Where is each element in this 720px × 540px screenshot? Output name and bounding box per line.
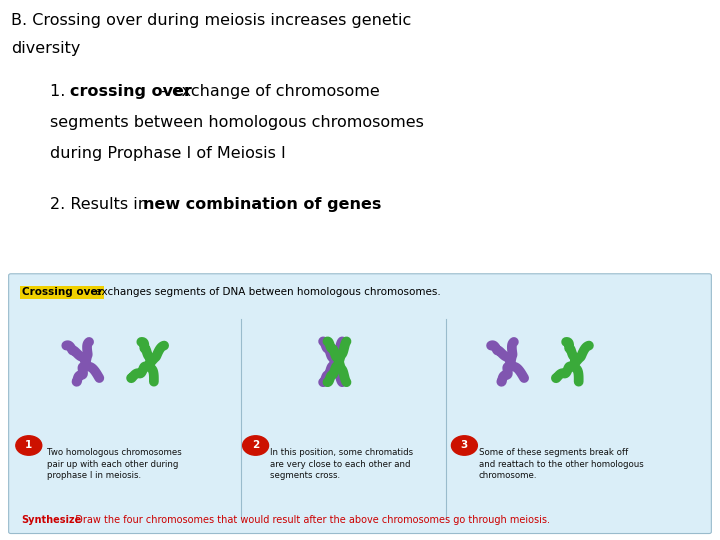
Text: Some of these segments break off
and reattach to the other homologous
chromosome: Some of these segments break off and rea…: [479, 448, 644, 480]
Text: 1.: 1.: [50, 84, 71, 99]
Text: 2: 2: [252, 441, 259, 450]
Text: during Prophase I of Meiosis I: during Prophase I of Meiosis I: [50, 146, 286, 161]
Text: B. Crossing over during meiosis increases genetic: B. Crossing over during meiosis increase…: [11, 14, 411, 29]
Text: 2. Results in: 2. Results in: [50, 197, 153, 212]
Circle shape: [16, 436, 42, 455]
Text: In this position, some chromatids
are very close to each other and
segments cros: In this position, some chromatids are ve…: [270, 448, 413, 480]
Text: crossing over: crossing over: [71, 84, 192, 99]
Text: 3: 3: [461, 441, 468, 450]
Text: new combination of genes: new combination of genes: [143, 197, 382, 212]
Text: Draw the four chromosomes that would result after the above chromosomes go throu: Draw the four chromosomes that would res…: [69, 515, 550, 525]
Text: Crossing over: Crossing over: [22, 287, 102, 298]
Text: Two homologous chromosomes
pair up with each other during
prophase I in meiosis.: Two homologous chromosomes pair up with …: [47, 448, 181, 480]
FancyBboxPatch shape: [9, 274, 711, 534]
Text: 1: 1: [25, 441, 32, 450]
Circle shape: [451, 436, 477, 455]
Text: - exchange of chromosome: - exchange of chromosome: [156, 84, 380, 99]
Text: exchanges segments of DNA between homologous chromosomes.: exchanges segments of DNA between homolo…: [92, 287, 441, 298]
Text: segments between homologous chromosomes: segments between homologous chromosomes: [50, 115, 424, 130]
Text: diversity: diversity: [11, 40, 80, 56]
Text: Synthesize: Synthesize: [22, 515, 82, 525]
Circle shape: [243, 436, 269, 455]
